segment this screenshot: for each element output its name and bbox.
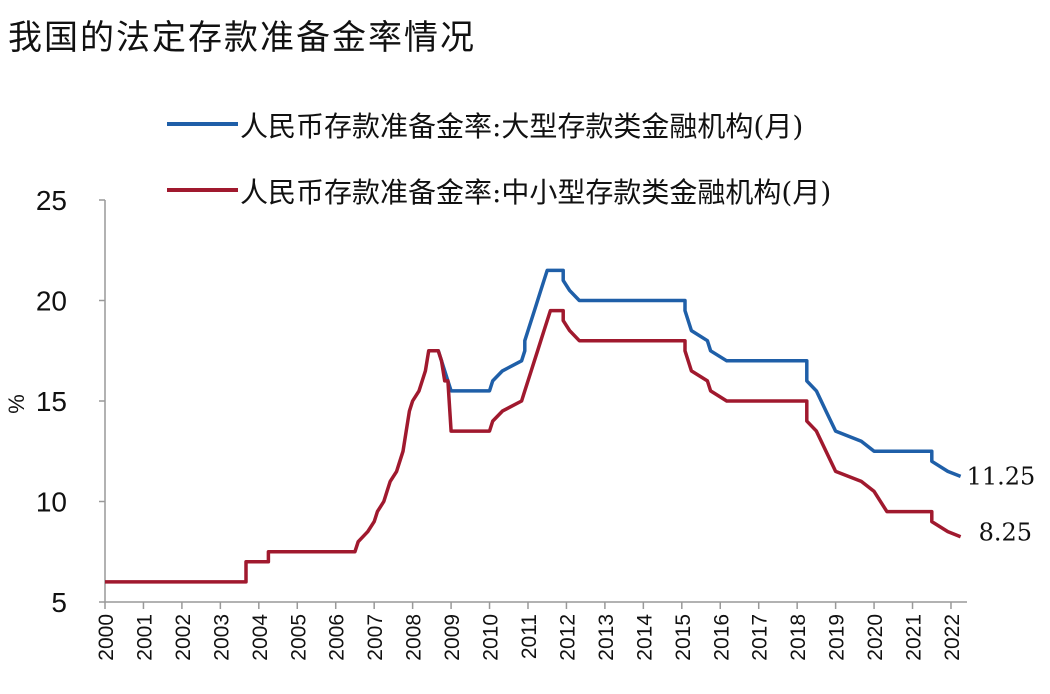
x-tick-label: 2022 bbox=[941, 614, 964, 661]
series-end-label-1: 8.25 bbox=[979, 519, 1032, 547]
y-axis-label: % bbox=[4, 394, 29, 414]
y-tick-label: 5 bbox=[51, 587, 67, 618]
x-tick-label: 2004 bbox=[249, 614, 272, 661]
series-end-label-0: 11.25 bbox=[967, 462, 1036, 490]
x-tick-label: 2019 bbox=[826, 614, 849, 661]
x-tick-label: 2009 bbox=[441, 614, 464, 661]
x-tick-label: 2014 bbox=[633, 614, 656, 661]
x-tick-label: 2007 bbox=[364, 614, 387, 661]
y-tick-label: 10 bbox=[36, 487, 67, 518]
legend: 人民币存款准备金率:大型存款类金融机构(月) 人民币存款准备金率:中小型存款类金… bbox=[167, 110, 831, 209]
x-tick-label: 2001 bbox=[133, 614, 156, 661]
y-tick-label: 15 bbox=[36, 386, 67, 417]
x-tick-label: 2000 bbox=[95, 614, 118, 661]
y-tick-label: 25 bbox=[36, 185, 67, 216]
x-axis: 2000 2001 2002 2003 2004 2005 2006 2007 2008 2009… bbox=[95, 601, 967, 661]
plot-area: 11.25 8.25 bbox=[105, 268, 1036, 584]
x-tick-label: 2003 bbox=[210, 614, 233, 661]
page-title: 我国的法定存款准备金率情况 bbox=[8, 18, 476, 58]
y-tick-label: 20 bbox=[36, 286, 67, 317]
series-line-1 bbox=[105, 308, 962, 584]
x-tick-label: 2020 bbox=[864, 614, 887, 661]
legend-label-small: 人民币存款准备金率:中小型存款类金融机构(月) bbox=[240, 176, 831, 209]
x-tick-label: 2017 bbox=[749, 614, 772, 661]
x-tick-label: 2016 bbox=[710, 614, 733, 661]
legend-label-large: 人民币存款准备金率:大型存款类金融机构(月) bbox=[240, 110, 803, 143]
x-tick-label: 2011 bbox=[518, 614, 541, 659]
x-tick-label: 2012 bbox=[556, 614, 579, 661]
series-line-0 bbox=[428, 268, 962, 479]
x-tick-label: 2008 bbox=[403, 614, 426, 661]
x-tick-label: 2002 bbox=[172, 614, 195, 661]
x-tick-label: 2006 bbox=[326, 614, 349, 661]
x-tick-label: 2013 bbox=[595, 614, 618, 661]
x-tick-label: 2005 bbox=[287, 614, 310, 661]
x-tick-label: 2018 bbox=[787, 614, 810, 661]
y-axis: 5 10 15 20 25 bbox=[36, 185, 106, 618]
x-tick-label: 2015 bbox=[672, 614, 695, 661]
x-tick-label: 2021 bbox=[903, 614, 926, 661]
x-tick-label: 2010 bbox=[480, 614, 503, 661]
